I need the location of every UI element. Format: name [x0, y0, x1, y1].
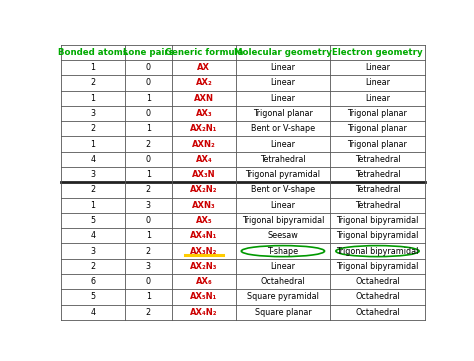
- Text: 1: 1: [146, 292, 151, 301]
- Text: Trigonal planar: Trigonal planar: [347, 140, 408, 149]
- Text: Linear: Linear: [271, 262, 295, 271]
- Text: Generic formula: Generic formula: [164, 48, 243, 57]
- Text: 4: 4: [91, 231, 95, 240]
- Text: Molecular geometry: Molecular geometry: [234, 48, 332, 57]
- Text: Linear: Linear: [271, 63, 295, 72]
- Text: AX₂N₂: AX₂N₂: [190, 186, 218, 195]
- Text: 5: 5: [91, 216, 95, 225]
- Text: AXN₂: AXN₂: [192, 140, 216, 149]
- Text: Tetrahedral: Tetrahedral: [355, 186, 401, 195]
- Text: AX₃N₂: AX₃N₂: [190, 247, 218, 256]
- Text: 1: 1: [91, 140, 95, 149]
- Text: 3: 3: [146, 201, 151, 210]
- Text: Octahedral: Octahedral: [355, 292, 400, 301]
- Text: 0: 0: [146, 63, 151, 72]
- Text: Octahedral: Octahedral: [355, 277, 400, 286]
- Text: Linear: Linear: [271, 94, 295, 103]
- Text: Trigonal bipyramidal: Trigonal bipyramidal: [242, 216, 324, 225]
- Text: Linear: Linear: [365, 94, 390, 103]
- Text: 2: 2: [91, 78, 95, 87]
- Text: 1: 1: [91, 94, 95, 103]
- Text: Trigonal planar: Trigonal planar: [347, 109, 408, 118]
- Text: 0: 0: [146, 277, 151, 286]
- Text: Lone pairs: Lone pairs: [123, 48, 174, 57]
- Text: Seesaw: Seesaw: [267, 231, 298, 240]
- Text: Linear: Linear: [271, 201, 295, 210]
- Text: Octahedral: Octahedral: [355, 308, 400, 317]
- Text: Tetrahedral: Tetrahedral: [355, 170, 401, 179]
- Text: AX₃: AX₃: [195, 109, 212, 118]
- Text: AX₂N₁: AX₂N₁: [190, 124, 218, 133]
- Text: 4: 4: [91, 155, 95, 164]
- Text: Square pyramidal: Square pyramidal: [247, 292, 319, 301]
- Text: Tetrahedral: Tetrahedral: [260, 155, 306, 164]
- Text: Bent or V-shape: Bent or V-shape: [251, 186, 315, 195]
- Text: Tetrahedral: Tetrahedral: [355, 155, 401, 164]
- Text: 3: 3: [146, 262, 151, 271]
- Text: Linear: Linear: [271, 78, 295, 87]
- Text: 2: 2: [91, 262, 95, 271]
- Text: 3: 3: [91, 170, 95, 179]
- Text: 2: 2: [146, 308, 151, 317]
- Text: 1: 1: [146, 170, 151, 179]
- Text: Tetrahedral: Tetrahedral: [355, 201, 401, 210]
- Text: 2: 2: [146, 140, 151, 149]
- Text: 2: 2: [146, 186, 151, 195]
- Text: 1: 1: [91, 201, 95, 210]
- Text: AX₄N₂: AX₄N₂: [190, 308, 218, 317]
- Text: AX₂N₃: AX₂N₃: [190, 262, 218, 271]
- Text: Trigonal pyramidal: Trigonal pyramidal: [246, 170, 320, 179]
- Text: 5: 5: [91, 292, 95, 301]
- Text: Trigonal planar: Trigonal planar: [347, 124, 408, 133]
- Text: 0: 0: [146, 155, 151, 164]
- Text: 2: 2: [91, 124, 95, 133]
- Text: Trigonal bipyramidal: Trigonal bipyramidal: [336, 262, 419, 271]
- Text: 3: 3: [91, 109, 95, 118]
- Text: AX₆: AX₆: [195, 277, 212, 286]
- Text: 0: 0: [146, 109, 151, 118]
- Text: 3: 3: [91, 247, 95, 256]
- Text: Trigonal bipyramidal: Trigonal bipyramidal: [336, 247, 419, 256]
- Text: AX₄N₁: AX₄N₁: [190, 231, 218, 240]
- Text: AXN: AXN: [194, 94, 214, 103]
- Text: AX₂: AX₂: [195, 78, 212, 87]
- Text: Bent or V-shape: Bent or V-shape: [251, 124, 315, 133]
- Text: Linear: Linear: [365, 63, 390, 72]
- Text: 4: 4: [91, 308, 95, 317]
- Text: 1: 1: [146, 94, 151, 103]
- Text: Octahedral: Octahedral: [261, 277, 305, 286]
- Text: AX₅: AX₅: [195, 216, 212, 225]
- Text: 2: 2: [146, 247, 151, 256]
- Text: T-shape: T-shape: [267, 247, 299, 256]
- Text: Square planar: Square planar: [255, 308, 311, 317]
- Text: AX₃N: AX₃N: [192, 170, 216, 179]
- Text: 1: 1: [91, 63, 95, 72]
- Text: AX₄: AX₄: [195, 155, 212, 164]
- Text: Linear: Linear: [271, 140, 295, 149]
- Text: 1: 1: [146, 231, 151, 240]
- Text: Linear: Linear: [365, 78, 390, 87]
- Text: 6: 6: [91, 277, 95, 286]
- Text: AX₅N₁: AX₅N₁: [190, 292, 218, 301]
- Text: 2: 2: [91, 186, 95, 195]
- Text: 0: 0: [146, 216, 151, 225]
- Text: Electron geometry: Electron geometry: [332, 48, 423, 57]
- Text: Trigonal bipyramidal: Trigonal bipyramidal: [336, 231, 419, 240]
- Text: 0: 0: [146, 78, 151, 87]
- Text: AX: AX: [197, 63, 210, 72]
- Text: AXN₃: AXN₃: [192, 201, 216, 210]
- Text: Trigonal bipyramidal: Trigonal bipyramidal: [336, 216, 419, 225]
- Text: Bonded atoms: Bonded atoms: [58, 48, 128, 57]
- Text: Trigonal planar: Trigonal planar: [253, 109, 313, 118]
- Text: 1: 1: [146, 124, 151, 133]
